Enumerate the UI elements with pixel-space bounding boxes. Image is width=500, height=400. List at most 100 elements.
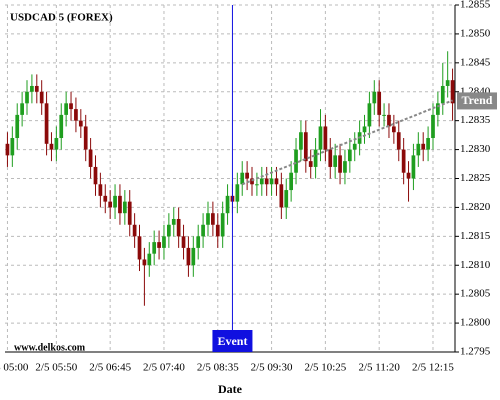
x-tick-label: 2/5 05:50 <box>35 362 77 374</box>
candle-body <box>10 138 15 156</box>
candle-body <box>445 80 450 86</box>
candle-body <box>382 114 386 116</box>
candle-body <box>392 126 396 133</box>
candle-body <box>167 224 171 237</box>
y-tick-label: 1.2855 <box>460 0 491 11</box>
candle-body <box>181 236 186 248</box>
candle-body <box>323 126 328 150</box>
x-tick-label: 2/5 11:20 <box>358 362 400 374</box>
y-tick-label: 1.2825 <box>460 172 491 184</box>
candle-body <box>426 138 430 150</box>
candle-body <box>396 132 401 150</box>
trend-line <box>241 99 453 186</box>
candle-body <box>440 85 445 104</box>
candle-body <box>49 143 54 150</box>
candle-body <box>162 236 166 248</box>
candle-body <box>54 138 59 150</box>
candle-body <box>328 149 333 167</box>
candle-body <box>352 143 357 150</box>
candle-body <box>347 149 352 162</box>
y-tick-label: 1.2835 <box>460 114 491 126</box>
candle-body <box>411 155 416 179</box>
candle-body <box>25 91 29 104</box>
candle-body <box>206 213 210 225</box>
candle-body <box>39 91 44 104</box>
candle-body <box>30 85 34 92</box>
candle-body <box>308 161 313 167</box>
candle-body <box>303 132 308 162</box>
candle-body <box>235 184 240 202</box>
candle-body <box>406 172 411 179</box>
candle-body <box>137 236 142 260</box>
candle-body <box>113 195 117 208</box>
y-tick-label: 1.2805 <box>460 288 491 300</box>
candle-body <box>294 149 298 173</box>
candle-body <box>34 85 39 92</box>
candle-body <box>147 253 152 266</box>
candle-body <box>98 184 103 196</box>
x-tick-label: 2/5 09:30 <box>251 362 293 374</box>
candle-body <box>44 103 49 144</box>
candle-body <box>245 172 249 179</box>
x-tick-label: 2/5 05:00 <box>0 362 29 374</box>
candle-body <box>421 143 426 150</box>
candle-body <box>186 247 191 266</box>
candle-body <box>103 195 108 202</box>
candle-body <box>289 172 293 191</box>
candle-body <box>196 236 201 248</box>
x-tick-label: 2/5 10:25 <box>304 362 346 374</box>
candle-body <box>176 218 181 237</box>
candle-body <box>284 190 289 208</box>
candle-body <box>122 201 127 214</box>
y-tick-label: 1.2800 <box>460 317 491 329</box>
candle-body <box>78 120 83 127</box>
candle-body <box>69 103 73 110</box>
trend-label: Trend <box>462 93 493 107</box>
candle-body <box>274 178 279 185</box>
candle-body <box>362 126 367 133</box>
candle-body <box>255 184 259 186</box>
candle-body <box>64 103 68 115</box>
candle-body <box>333 155 338 167</box>
candle-body <box>118 195 122 214</box>
x-tick-label: 2/5 07:40 <box>143 362 185 374</box>
candle-body <box>377 91 382 115</box>
candle-body <box>436 103 440 115</box>
y-tick-label: 1.2820 <box>460 201 491 213</box>
x-tick-label: 2/5 08:35 <box>197 362 239 374</box>
candle-body <box>259 178 264 185</box>
candle-body <box>318 126 323 150</box>
candle-body <box>367 103 372 127</box>
watermark: www.delkos.com <box>14 342 86 353</box>
candle-body <box>171 218 176 225</box>
candle-body <box>127 201 132 225</box>
candle-body <box>450 80 455 104</box>
candle-body <box>387 114 391 127</box>
candle-body <box>74 109 78 121</box>
candle-body <box>83 126 88 150</box>
y-tick-label: 1.2810 <box>460 259 491 271</box>
candle-body <box>416 143 421 156</box>
x-tick-label: 2/5 06:45 <box>89 362 131 374</box>
candle-body <box>93 166 98 185</box>
candle-body <box>431 114 435 139</box>
candle-body <box>88 149 93 167</box>
candle-body <box>59 114 64 139</box>
candle-body <box>211 213 215 225</box>
candle-body <box>240 172 245 185</box>
candle-body <box>264 178 269 185</box>
y-tick-label: 1.2795 <box>460 346 491 358</box>
y-tick-label: 1.2830 <box>460 143 491 155</box>
y-tick-label: 1.2815 <box>460 230 491 242</box>
candle-body <box>5 143 10 156</box>
candle-body <box>132 224 137 237</box>
candle-body <box>279 184 284 208</box>
x-axis-label: Date <box>218 382 243 396</box>
candle-body <box>269 178 274 185</box>
event-label: Event <box>217 334 247 348</box>
candle-body <box>372 91 377 104</box>
candle-body <box>299 132 303 150</box>
candle-body <box>201 224 205 237</box>
chart-title: USDCAD 5 (FOREX) <box>10 12 113 24</box>
